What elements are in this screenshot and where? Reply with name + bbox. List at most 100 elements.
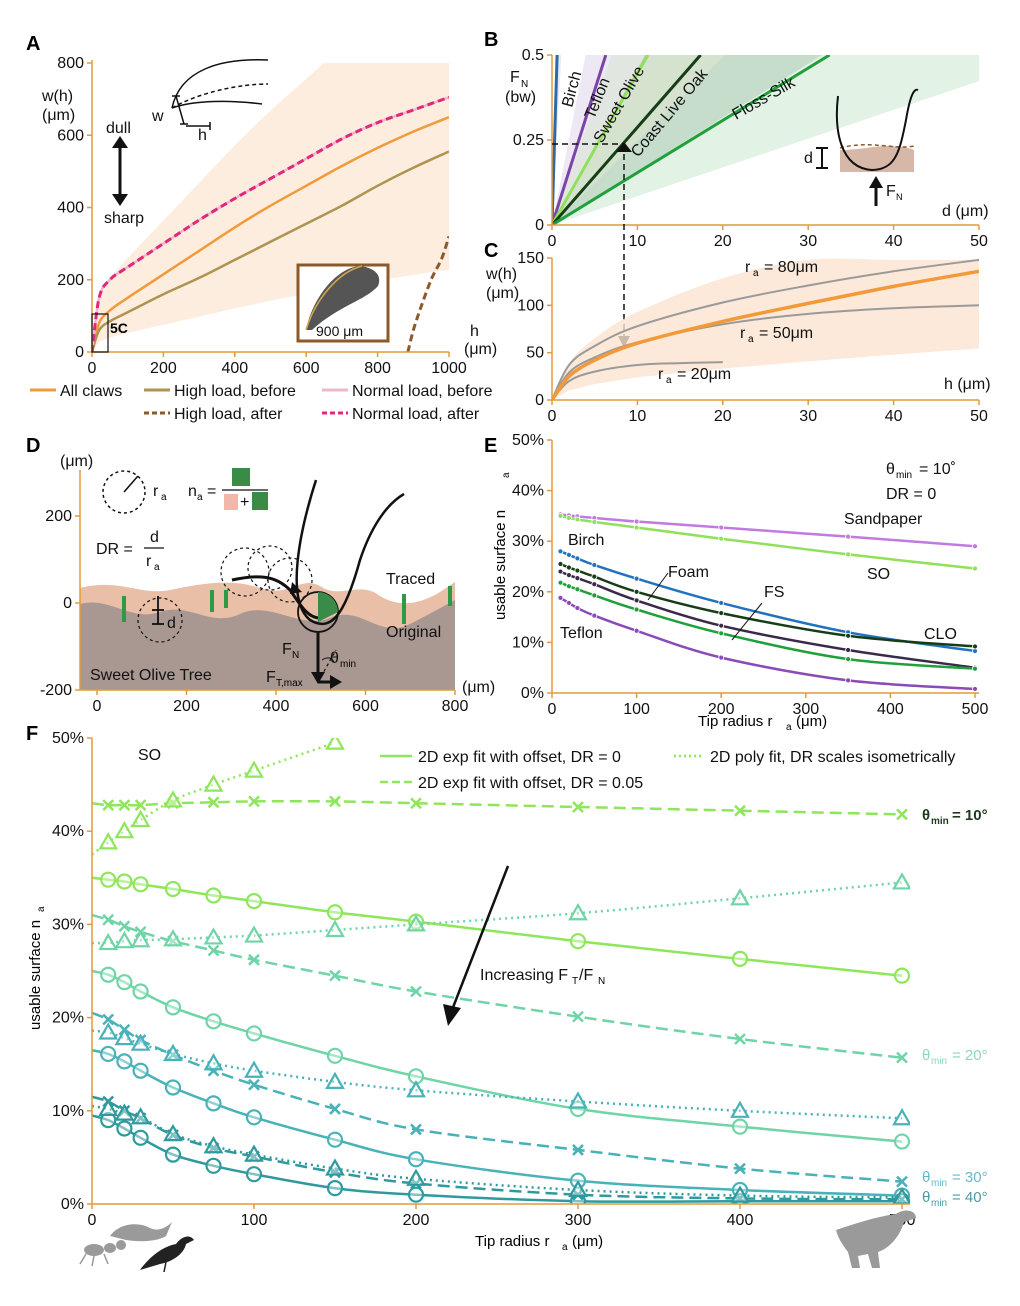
f-series-line-1 [92,799,903,816]
e-point-4-1 [566,572,572,579]
d-depth-label: d [167,615,176,632]
a-series-3 [406,235,449,352]
b-series-3 [552,55,702,225]
c-r50-a: a [748,334,754,345]
f-marker-6-3 [132,1062,149,1079]
f-marker-6-4 [164,1079,182,1096]
f-t20-value: = 20° [952,1047,988,1064]
f-xtick-label-0: 0 [88,1212,97,1229]
e-point-6-2 [574,605,581,611]
e-point-5-5 [718,630,725,637]
b-xtick-label-3: 30 [799,233,817,250]
f-marker-5-1 [98,932,119,951]
f-inc-slash: /F [579,967,593,984]
f-marker-3-6 [245,1025,263,1042]
e-point-2-3 [591,562,598,568]
e-theta: θ [886,461,895,478]
c-ticks: 0 10 20 30 40 50 0 50 100 150 [517,250,988,425]
f-marker-9-5 [205,1157,222,1174]
e-point-1-5 [718,535,725,542]
a-ticks: 0 200 400 600 800 1000 0 200 400 600 800 [57,55,467,377]
d-xtick-label-2: 400 [263,698,290,715]
e-xlabel-unit: (μm) [796,713,827,730]
f-ylabel: usable surface n a [27,906,47,1030]
panel-letter-b: B [484,29,498,51]
e-point-3-3 [591,573,598,580]
b-series-2 [552,55,649,225]
c-xtick-label-3: 30 [799,408,817,425]
d-theta-sub: min [340,659,356,670]
b-ylabel-sub: N [521,79,528,90]
d-ytick-label-1: 0 [63,595,72,612]
a-legend: All claws High load, before Normal load,… [30,383,493,423]
f-marker-3-5 [205,1013,222,1030]
e-point-1-3 [591,519,598,525]
f-xtick-label-1: 100 [241,1212,268,1229]
c-ylabel-1: w(h) [485,266,517,283]
a-xlabel-2: (μm) [464,341,497,358]
f-marker-2-4 [163,790,183,808]
f-series-line-9 [92,1114,902,1203]
a-xtick-label-3: 600 [293,360,320,377]
e-point-4-4 [633,597,640,604]
f-t40-value: = 40° [952,1189,988,1206]
f-marker-3-3 [132,983,149,1000]
f-t30-sub: min [931,1178,947,1189]
d-theta-label: θ [330,650,339,667]
f-marker-11-9 [568,1179,588,1198]
e-point-6-6 [845,677,851,684]
f-marker-8-1 [98,1022,119,1040]
f-marker-0-4 [164,880,182,898]
e-point-1-4 [633,524,640,531]
c-r20-value: = 20μm [677,366,731,383]
e-point-4-3 [591,581,598,588]
c-series-0 [552,258,979,400]
a-dull-label: dull [106,120,131,137]
f-marker-5-4 [163,929,183,947]
e-point-2-4 [633,575,640,582]
e-point-1-6 [845,551,851,558]
b-series-lines [552,55,831,225]
f-marker-4-1 [102,913,115,926]
f-t10-sub: min [931,816,949,827]
b-wedge-4 [552,55,979,225]
f-marker-9-7 [326,1180,344,1197]
d-xtick-label-4: 800 [442,698,469,715]
c-r50-r: r [740,325,746,342]
a-series-1 [92,150,449,352]
a-legend-nla: Normal load, after [352,406,480,423]
f-marker-5-10 [730,888,750,906]
f-series-line-6 [92,1048,903,1197]
f-marker-0-2 [116,873,133,890]
f-marker-0-11 [893,967,910,984]
f-marker-4-11 [896,1051,908,1064]
a-legend-hla: High load, after [174,406,283,423]
f-label-theta30: θ min = 30° [922,1169,988,1189]
f-marker-3-10 [731,1118,749,1135]
f-marker-6-7 [326,1131,344,1148]
f-marker-1-9 [572,801,584,813]
e-point-3-4 [633,588,640,595]
d-claw-trajectory [231,479,405,626]
e-point-3-5 [718,610,725,616]
d-dr-den-sub: a [154,562,160,573]
e-xtick-label-0: 0 [548,701,557,718]
f-marker-5-8 [406,914,426,932]
c-label-r80: r a = 80μm [745,259,818,279]
f-marker-1-8 [410,797,422,810]
b-inset-schematic [816,88,919,206]
f-marker-3-1 [100,966,117,983]
e-point-0-7 [972,543,978,550]
panel-letter-f: F [26,723,38,745]
f-increase-label: Increasing F T /F N [480,967,605,987]
d-ra-a: a [161,492,167,503]
d-na-n: n [188,483,197,500]
panel-d: 0 200 400 600 800 -200 0 200 (μm) (μm) r a n a … [40,453,495,715]
f-marker-8-2 [114,1027,135,1046]
e-xlabel: Tip radius r a (μm) [698,713,827,733]
f-xlabel-unit: (μm) [572,1233,603,1250]
d-na-eq: = [207,483,216,500]
f-ylabel-text: usable surface n [27,920,44,1030]
d-probe-circles [137,545,313,643]
